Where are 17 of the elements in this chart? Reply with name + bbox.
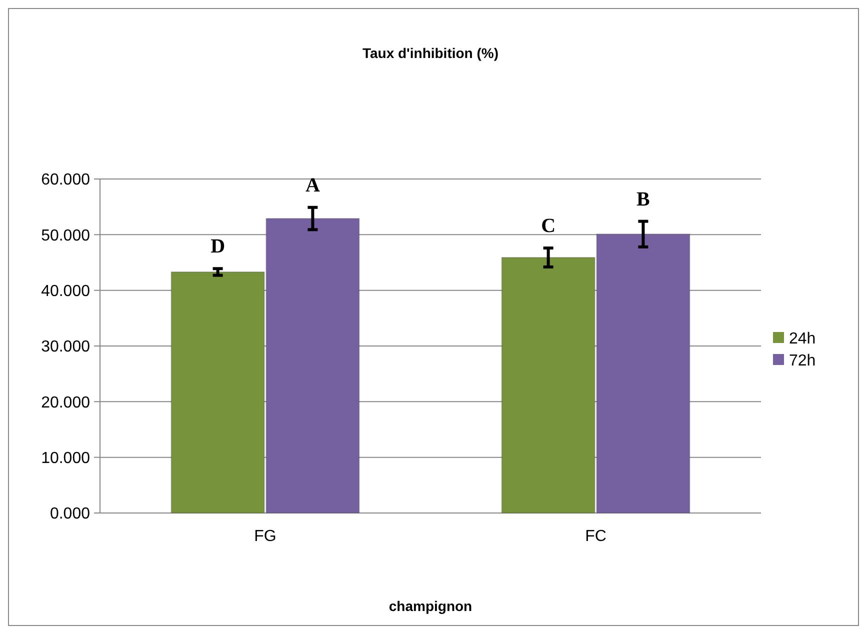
data-label: A — [305, 174, 320, 196]
chart-title: Taux d'inhibition (%) — [362, 45, 499, 61]
y-tick-label: 0.000 — [50, 506, 90, 523]
legend-label: 72h — [789, 352, 816, 370]
y-tick-label: 50.000 — [41, 227, 90, 244]
x-tick-label: FG — [254, 528, 276, 545]
y-tick-label: 40.000 — [41, 282, 90, 300]
y-tick-label: 30.000 — [41, 338, 90, 356]
data-label: B — [636, 188, 650, 210]
data-label: C — [541, 215, 556, 238]
data-label: D — [210, 236, 226, 258]
y-tick-label: 60.000 — [41, 172, 90, 189]
legend-label: 24h — [789, 330, 816, 348]
y-tick-label: 10.000 — [41, 450, 90, 467]
x-axis-title: champignon — [388, 598, 472, 614]
y-tick-label: 20.000 — [41, 394, 90, 412]
x-tick-label: FC — [585, 528, 606, 545]
